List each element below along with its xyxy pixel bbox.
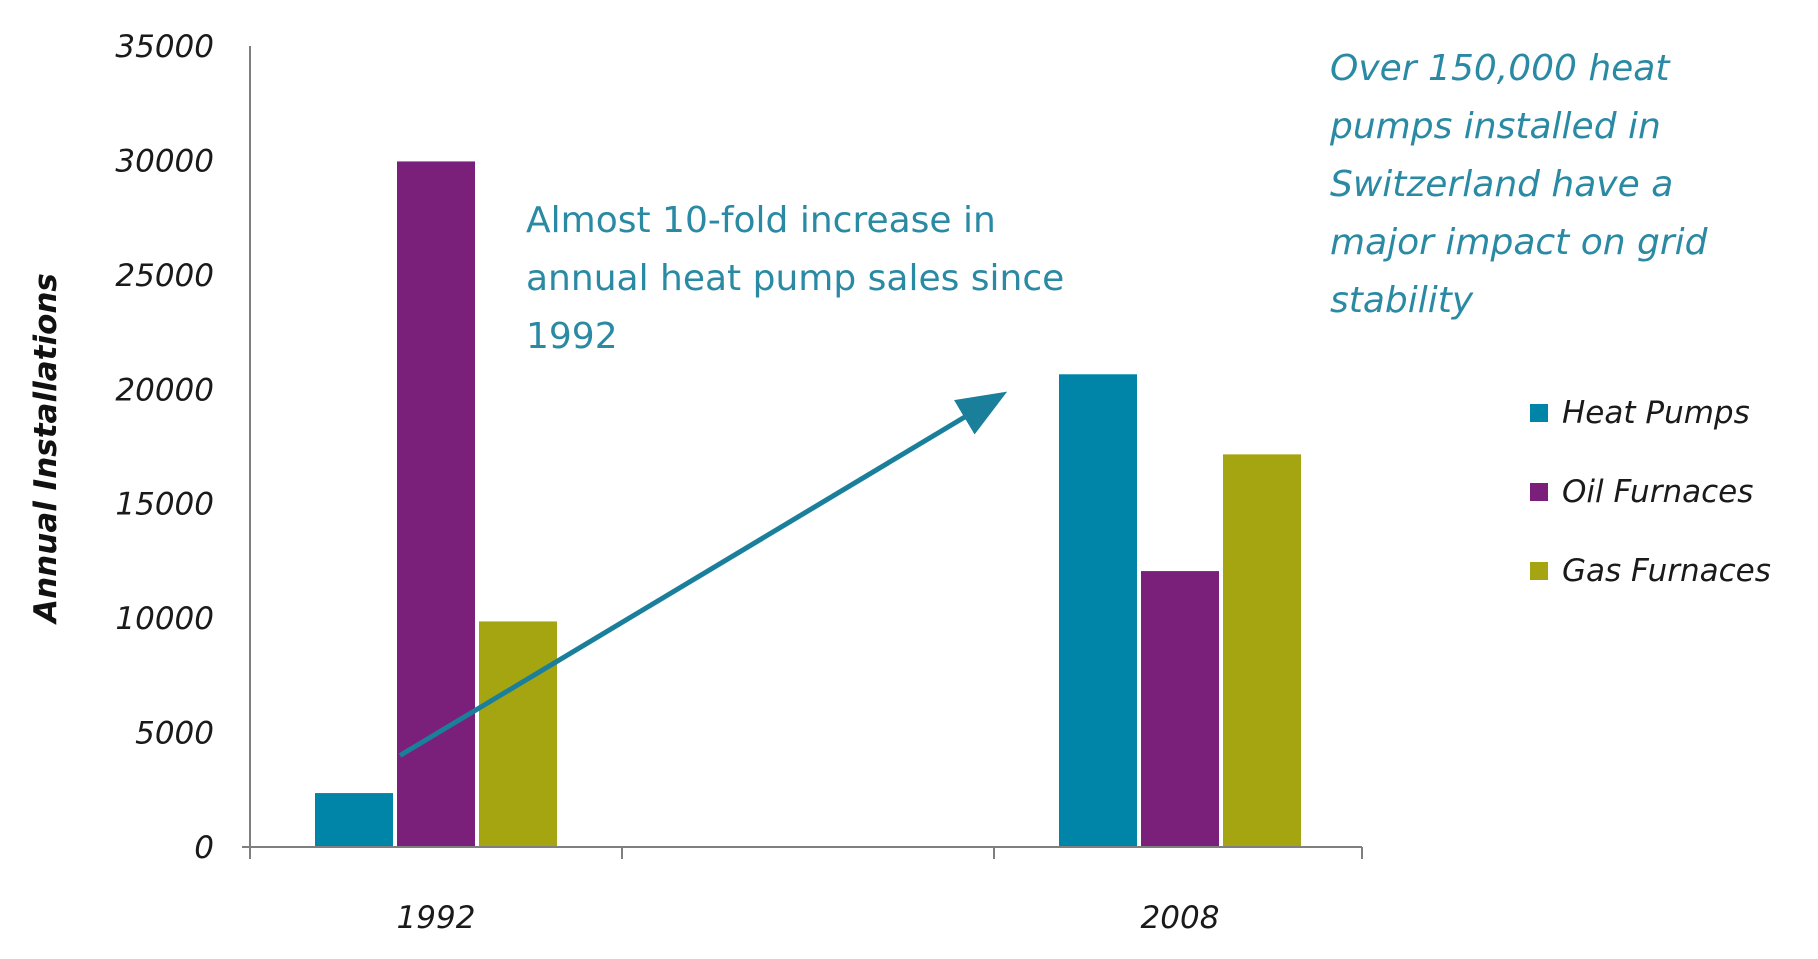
impact-annotation: Over 150,000 heat pumps installed in Swi… (1329, 48, 1719, 321)
x-axis-labels: 1992 2008 (397, 900, 1220, 936)
increase-annotation-line: Almost 10-fold increase in (526, 200, 996, 241)
y-tick-label: 0 (194, 830, 214, 866)
impact-annotation-line: Over 150,000 heat (1330, 48, 1671, 89)
bar-oil-furnaces-2008 (1139, 569, 1221, 849)
legend: Heat Pumps Oil Furnaces Gas Furnaces (1530, 395, 1771, 589)
y-tick-label: 35000 (115, 29, 214, 65)
legend-label-heat-pumps: Heat Pumps (1562, 395, 1750, 431)
legend-swatch-oil-furnaces (1530, 483, 1548, 501)
increase-annotation-line: annual heat pump sales since (526, 258, 1064, 299)
impact-annotation-line: major impact on grid (1330, 222, 1709, 263)
bar-oil-furnaces-1992 (395, 159, 477, 848)
impact-annotation-line: Switzerland have a (1330, 164, 1673, 205)
bar-gas-furnaces-2008 (1221, 452, 1303, 848)
bar-heat-pumps-1992 (313, 791, 395, 848)
y-tick-label: 5000 (135, 716, 214, 752)
bars (313, 159, 1303, 849)
y-tick-label: 20000 (115, 372, 214, 408)
legend-swatch-heat-pumps (1530, 404, 1548, 422)
increase-annotation: Almost 10-fold increase in annual heat p… (526, 200, 1076, 357)
bar-heat-pumps-2008 (1057, 372, 1139, 848)
x-tick-label: 2008 (1141, 900, 1220, 936)
x-tick-label: 1992 (397, 900, 476, 936)
y-tick-label: 30000 (115, 143, 214, 179)
legend-label-gas-furnaces: Gas Furnaces (1562, 553, 1771, 589)
y-tick-label: 25000 (115, 258, 214, 294)
y-tick-label: 15000 (115, 487, 214, 523)
bar-gas-furnaces-1992 (477, 619, 559, 849)
y-axis-ticks: 0 5000 10000 15000 20000 25000 30000 35000 (115, 29, 214, 866)
impact-annotation-line: pumps installed in (1329, 106, 1661, 147)
y-axis-title: Annual Installations (28, 273, 64, 626)
trend-arrow (398, 391, 1008, 758)
legend-label-oil-furnaces: Oil Furnaces (1562, 474, 1753, 510)
impact-annotation-line: stability (1330, 280, 1474, 321)
y-tick-label: 10000 (115, 601, 214, 637)
legend-swatch-gas-furnaces (1530, 562, 1548, 580)
increase-annotation-line: 1992 (526, 316, 618, 357)
